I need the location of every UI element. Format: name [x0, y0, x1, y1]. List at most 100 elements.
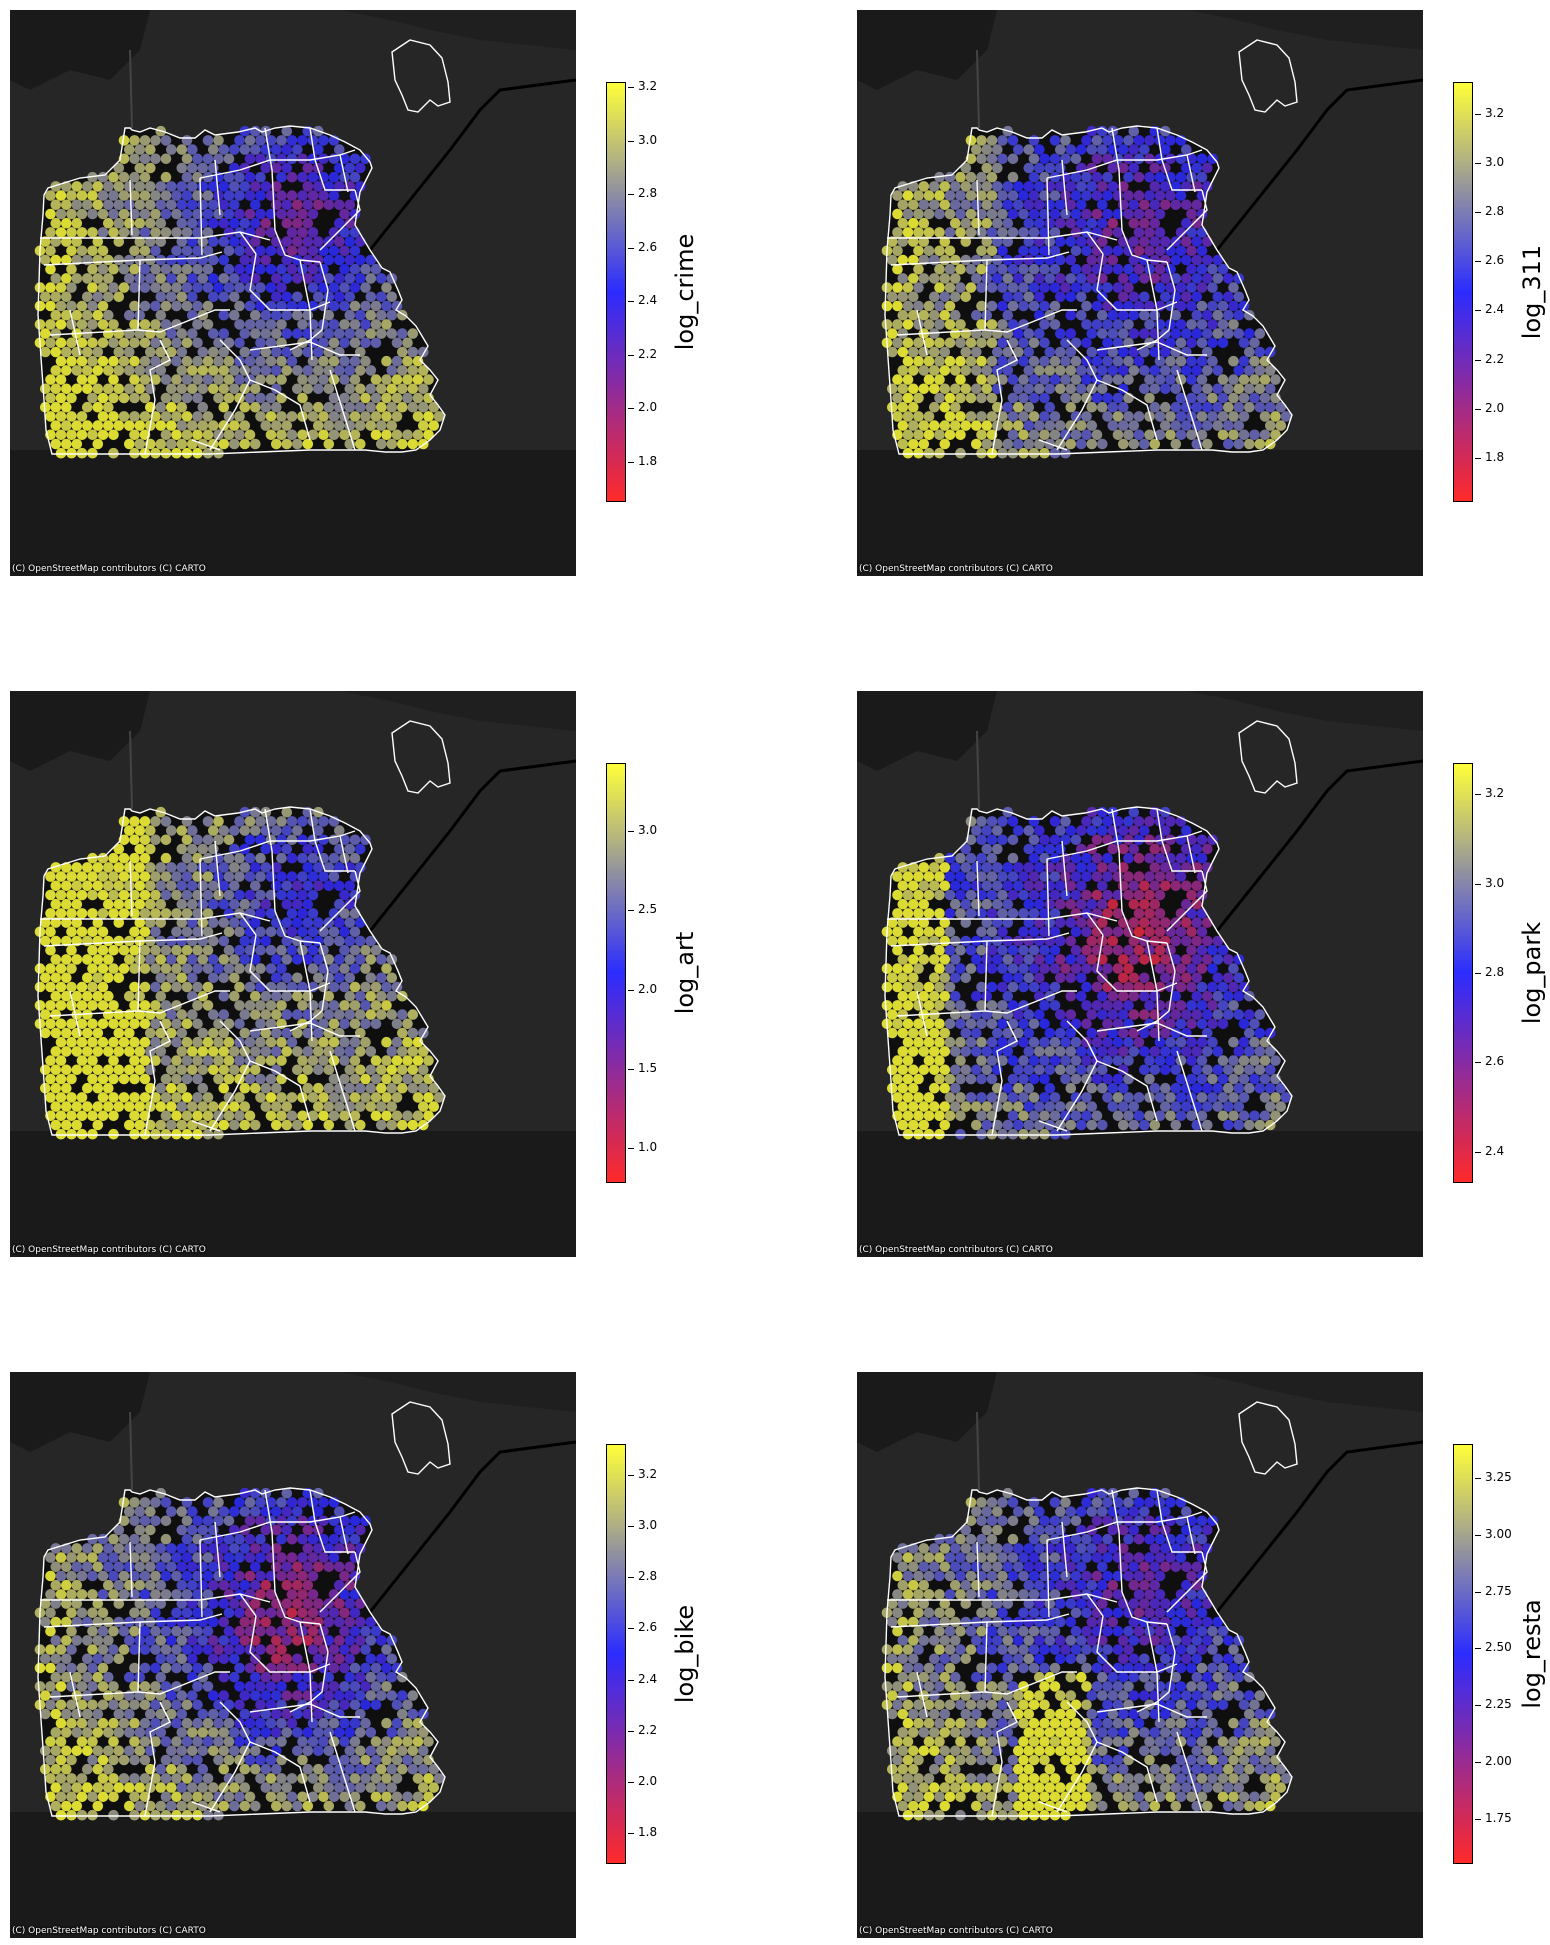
hex-cell: [171, 1662, 182, 1674]
hex-cell: [934, 392, 945, 404]
hex-cell: [82, 254, 93, 266]
hex-cell: [1144, 429, 1155, 441]
hex-cell: [313, 1064, 324, 1076]
hex-cell: [1165, 153, 1176, 165]
hex-cell: [313, 1745, 324, 1757]
hex-cell: [939, 420, 951, 431]
hex-cell: [1018, 245, 1029, 257]
hex-cell: [292, 1046, 303, 1057]
hex-cell: [1175, 190, 1187, 201]
hex-cell: [61, 1782, 72, 1793]
hex-cell: [339, 429, 350, 441]
hex-cell: [113, 1782, 125, 1793]
hex-cell: [1039, 1055, 1050, 1066]
hex-cell: [381, 1736, 392, 1747]
hex-cell: [87, 282, 98, 293]
colorbar-tick: [1475, 310, 1481, 312]
hex-cell: [939, 954, 951, 965]
hex-cell: [344, 199, 356, 211]
basemap: (C) OpenStreetMap contributors (C) CARTO: [857, 10, 1423, 576]
hex-cell: [118, 135, 130, 146]
district-boundary: [129, 179, 133, 236]
hex-cell: [976, 871, 987, 882]
hex-cell: [323, 1543, 335, 1554]
hex-cell: [181, 337, 193, 349]
treasure-island-outline: [391, 720, 451, 794]
hex-cell: [218, 1727, 230, 1738]
hex-cell: [339, 889, 350, 901]
hex-cell: [1181, 254, 1192, 266]
hex-cell: [365, 328, 377, 339]
hex-cell: [934, 1055, 945, 1066]
hex-cell: [1034, 236, 1045, 247]
hex-cell: [897, 1101, 909, 1112]
hex-cell: [197, 1635, 209, 1646]
colorbar-tick-label: 2.4: [1485, 1143, 1505, 1158]
hex-cell: [108, 1736, 119, 1747]
hex-cell: [407, 1727, 419, 1738]
hex-cell: [229, 972, 240, 984]
hex-cell: [939, 309, 951, 321]
hex-cell: [260, 1690, 272, 1701]
hex-cell: [1049, 429, 1061, 441]
hex-cell: [239, 273, 251, 284]
hex-cell: [1207, 1073, 1218, 1085]
hex-cell: [276, 1773, 287, 1784]
hex-cell: [349, 834, 361, 846]
hex-cell: [1133, 429, 1145, 441]
hex-cell: [997, 355, 1008, 367]
hex-cell: [181, 926, 193, 938]
hex-cell: [108, 190, 119, 201]
hex-cell: [50, 880, 62, 892]
hex-cell: [997, 263, 1008, 275]
hex-cell: [202, 374, 214, 385]
hex-cell: [1055, 935, 1066, 947]
hex-cell: [155, 1561, 167, 1573]
hex-cell: [1055, 1009, 1066, 1020]
hex-cell: [950, 954, 961, 965]
hex-cell: [1044, 162, 1056, 174]
hex-cell: [202, 1681, 214, 1692]
hex-cell: [1265, 1082, 1276, 1094]
hex-cell: [129, 1699, 140, 1711]
hex-cell: [1244, 346, 1255, 358]
hex-cell: [1007, 337, 1019, 349]
hex-cell: [1207, 300, 1218, 312]
hex-cell: [150, 190, 161, 201]
hex-cell: [166, 199, 177, 211]
hex-cell: [307, 852, 319, 864]
hex-cell: [1217, 944, 1229, 956]
hex-cell: [1165, 429, 1176, 441]
hex-cell: [103, 1046, 114, 1057]
hex-cell: [213, 374, 224, 385]
hex-cell: [292, 972, 303, 984]
hex-cell: [313, 346, 324, 358]
hex-cell: [176, 1524, 188, 1536]
hex-cell: [55, 1736, 67, 1747]
hex-cell: [118, 1552, 130, 1563]
hex-cell: [1118, 328, 1129, 339]
hex-cell: [208, 1727, 219, 1738]
hex-cell: [1028, 355, 1040, 367]
hex-cell: [986, 871, 998, 882]
hex-cell: [1070, 834, 1082, 846]
hex-cell: [255, 1552, 266, 1563]
hex-cell: [939, 254, 951, 266]
hex-cell: [1254, 1082, 1266, 1094]
hex-cell: [355, 309, 366, 321]
hex-cell: [118, 355, 130, 367]
hex-cell: [1044, 383, 1056, 395]
colorbar-tick: [1475, 1062, 1481, 1064]
hex-cell: [134, 1119, 146, 1131]
hex-cell: [1097, 365, 1108, 376]
hex-cell: [281, 1524, 293, 1536]
hex-cell: [887, 291, 898, 303]
district-boundary: [887, 912, 1104, 936]
hex-cell: [944, 355, 956, 367]
hex-cell: [97, 245, 109, 257]
hex-cell: [960, 199, 972, 211]
hex-cell: [50, 199, 62, 211]
hex-cell: [239, 438, 251, 450]
hex-cell: [160, 1073, 172, 1085]
hex-cell: [1055, 162, 1066, 174]
